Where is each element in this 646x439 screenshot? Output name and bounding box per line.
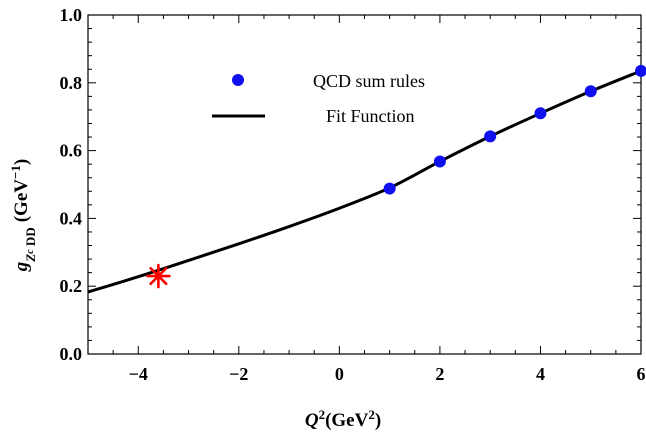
x-axis-title: Q2(GeV2) <box>305 407 381 432</box>
y-tick-label: 1.0 <box>60 5 83 25</box>
qcd-sum-rule-point <box>484 130 497 143</box>
fit-function-layer <box>87 69 642 294</box>
x-tick-label: 0 <box>335 364 344 384</box>
y-axis-title: gZc DD(GeV−1) <box>8 159 38 272</box>
qcd-sum-rule-point <box>584 85 597 98</box>
legend-label-fit: Fit Function <box>326 106 415 126</box>
red-asterisk-layer <box>146 263 171 289</box>
y-axis-ticks: 0.0 0.2 0.4 0.6 0.8 1.0 <box>60 5 641 364</box>
red-asterisk-marker <box>146 263 171 289</box>
y-tick-label: 0.8 <box>60 73 83 93</box>
asterisk-stroke <box>149 266 168 286</box>
qcd-sum-rule-point <box>433 155 446 168</box>
qcd-sum-rule-point <box>383 182 396 195</box>
y-tick-label: 0.6 <box>60 141 83 161</box>
x-tick-label: 2 <box>435 364 444 384</box>
legend-label-qcd: QCD sum rules <box>313 71 425 91</box>
x-tick-label: 6 <box>637 364 646 384</box>
y-tick-label: 0.0 <box>60 344 83 364</box>
y-tick-label: 0.2 <box>60 276 83 296</box>
plot-border <box>87 14 642 355</box>
x-tick-label: −2 <box>229 364 248 384</box>
y-tick-label: 0.4 <box>60 208 83 228</box>
qcd-sum-rule-point <box>534 107 547 120</box>
x-tick-label: −4 <box>129 364 148 384</box>
x-tick-label: 4 <box>536 364 545 384</box>
x-axis-ticks: −4 −2 0 2 4 6 <box>87 15 646 384</box>
legend-point-swatch <box>232 74 244 86</box>
plot-frame <box>87 14 642 355</box>
qcd-points-layer <box>383 64 646 195</box>
fit-function-line <box>87 69 642 294</box>
legend: QCD sum rules Fit Function <box>212 71 425 126</box>
qcd-sum-rule-point <box>635 64 646 77</box>
